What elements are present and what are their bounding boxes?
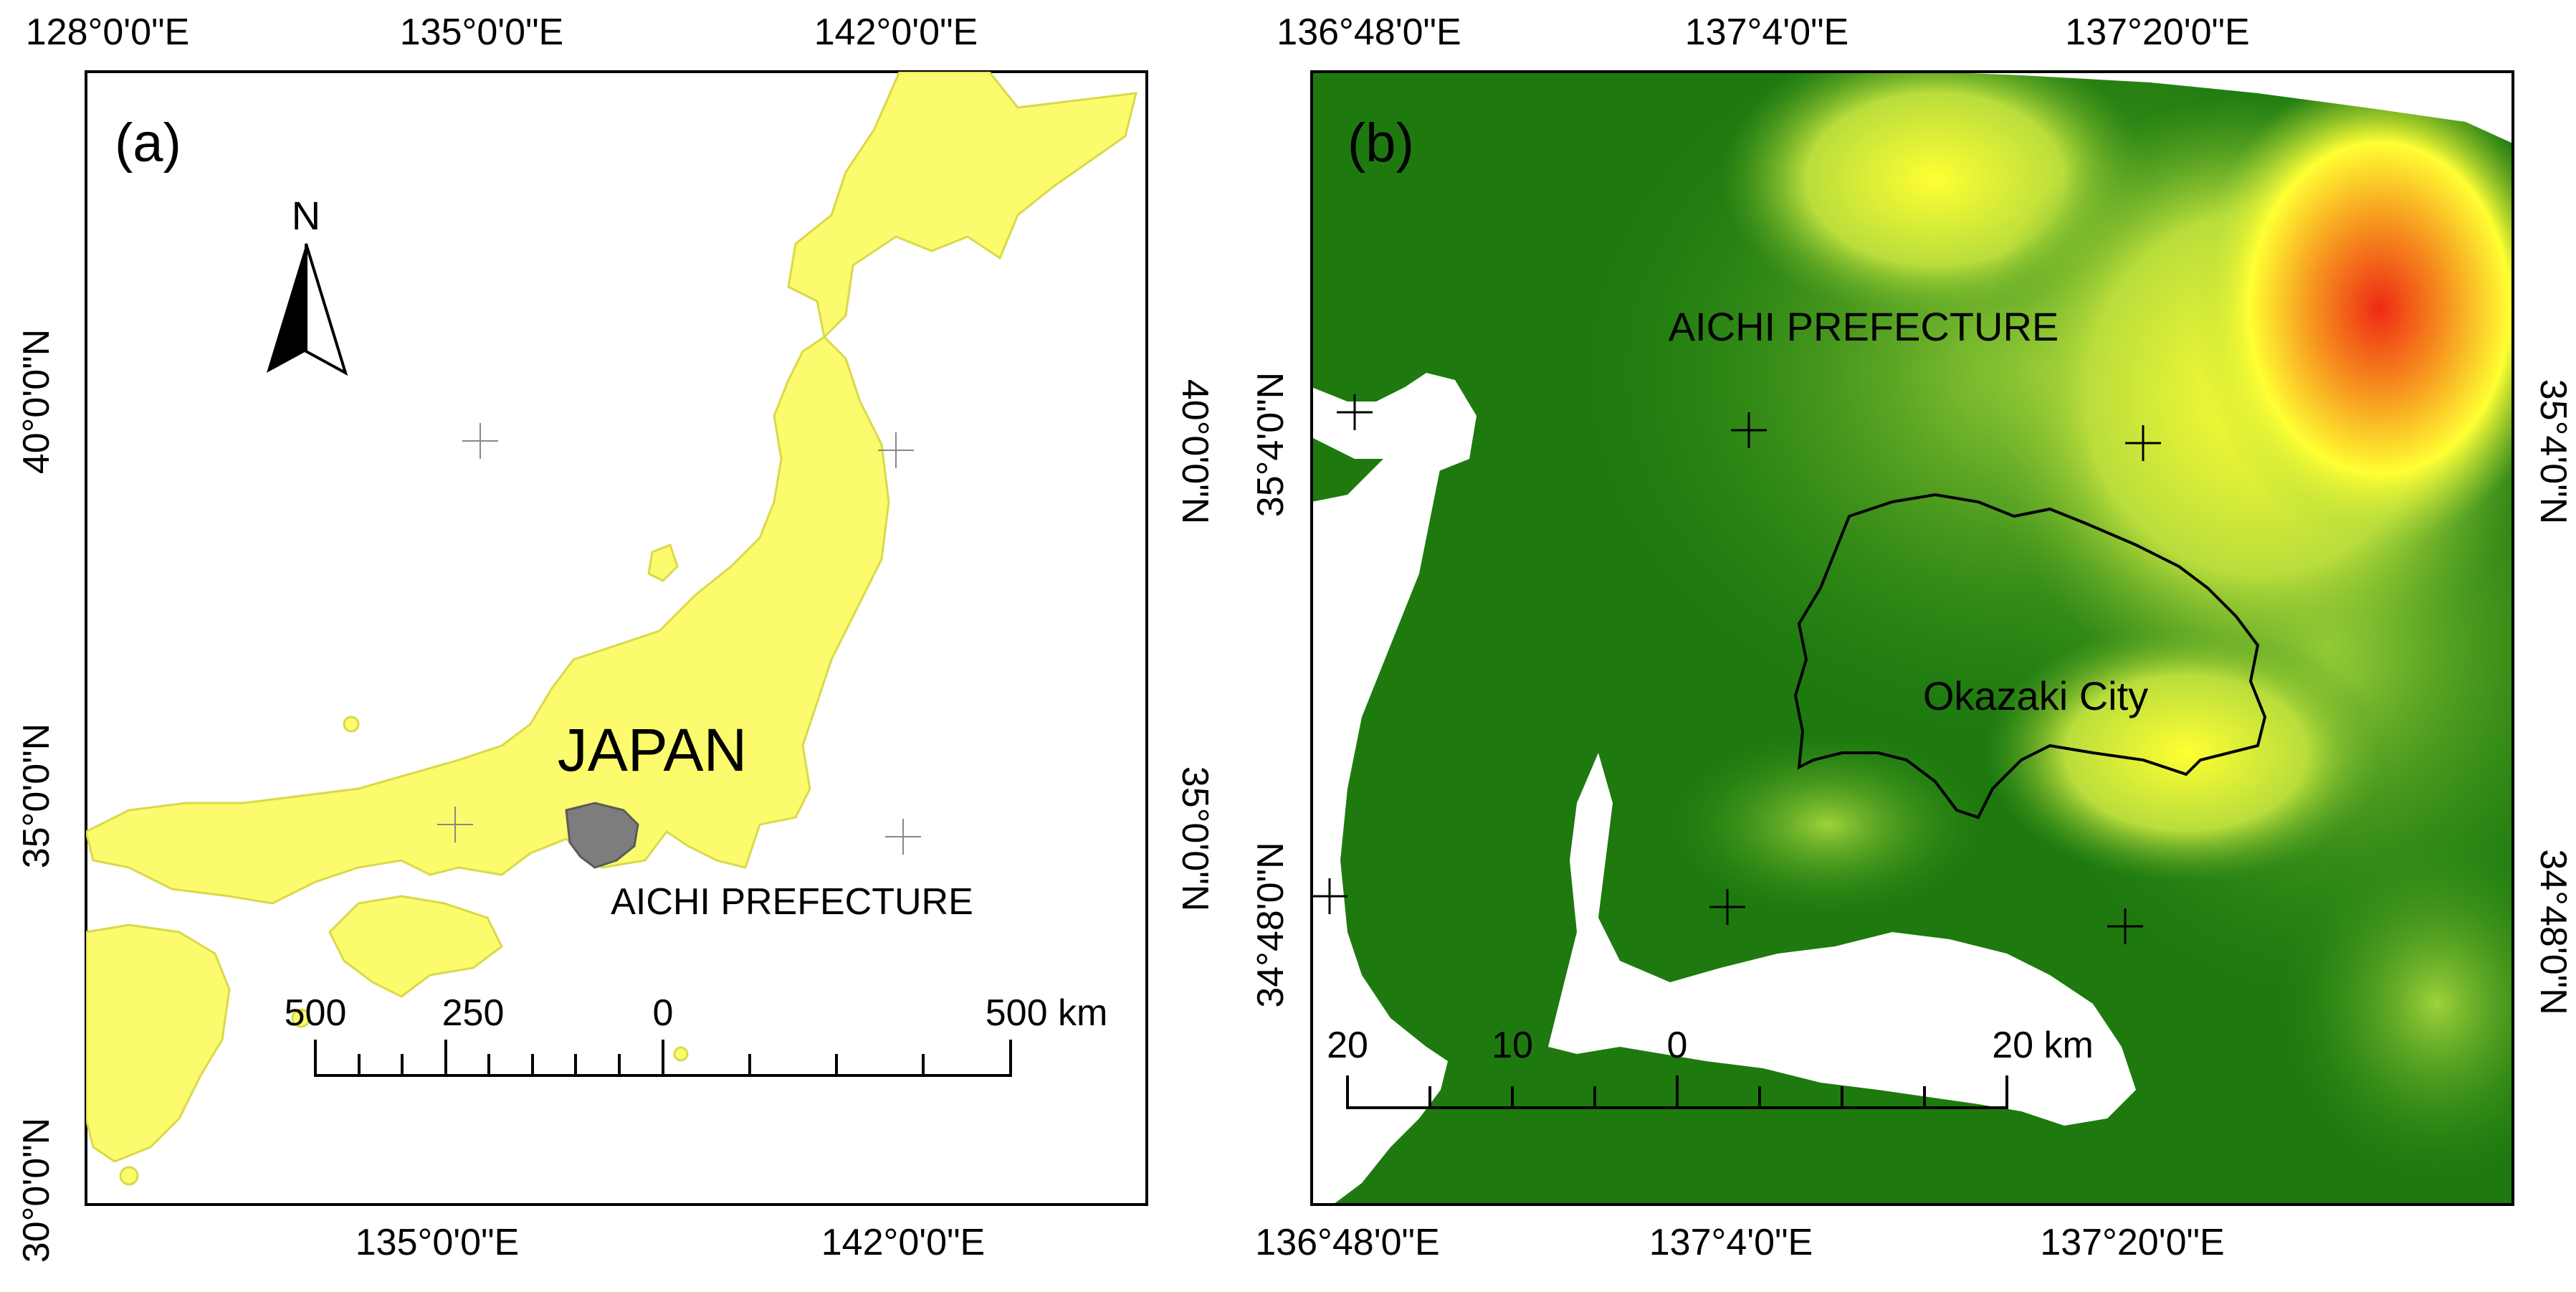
scale-b-label-1: 20 [1327,1025,1368,1066]
panel-b-top-tick-2: 137°4'0"E [1685,11,1848,53]
panel-a-top-tick-3: 142°0'0"E [814,11,978,53]
north-label: N [292,193,320,238]
panel-a-frame [85,70,1148,1206]
panel-a-bottom-tick-1: 135°0'0"E [356,1222,519,1263]
elevation-map [1312,72,2513,1205]
honshu [86,336,890,905]
okazaki-city-boundary [1793,493,2267,820]
panel-b-top-tick-1: 136°48'0"E [1277,11,1461,53]
scale-b-label-4: 20 km [1992,1025,2094,1066]
panel-b-top-tick-3: 137°20'0"E [2065,11,2249,53]
scale-a-label-4: 500 km [986,992,1108,1034]
kyushu [86,923,231,1163]
panel-b-bottom-tick-3: 137°20'0"E [2040,1222,2224,1263]
graticule-marks-b [1312,394,2161,944]
panel-b-right-tick-1: 35°4'0"N [2532,379,2574,524]
ise-bay-water [1312,380,1448,1205]
panel-a-right-tick-2: 35°0'0"N [1174,766,1216,911]
panel-a-left-tick-1: 40°0'0"N [16,329,57,474]
panel-b-tag: (b) [1347,113,1414,174]
panel-a-left-tick-2: 35°0'0"N [16,723,57,868]
north-arrow-icon [267,243,348,376]
panel-b-right-tick-2: 34°48'0"N [2532,849,2574,1015]
scale-b-label-3: 0 [1667,1025,1688,1066]
scale-bar-a: 500 250 0 500 km [285,992,1108,1077]
nagoya-coast-water [1312,373,1477,473]
panel-a-bottom-tick-2: 142°0'0"E [821,1222,985,1263]
panel-b: (b) AICHI PREFECTURE Okazaki City 20 10 … [1250,11,2574,1263]
hokkaido [787,72,1137,340]
japan-landmass [86,72,1137,1186]
scale-a-label-1: 500 [285,992,347,1034]
aichi-label-a: AICHI PREFECTURE [611,881,973,923]
panel-a: N (a) JAPAN AICHI PREFECTURE 500 [16,11,1216,1263]
scale-b-label-2: 10 [1492,1025,1533,1066]
panel-a-top-tick-1: 128°0'0"E [26,11,189,53]
sado-island [647,543,679,582]
panel-a-tag: (a) [115,113,181,174]
scale-bar-b: 20 10 0 20 km [1327,1025,2094,1109]
panel-b-left-tick-1: 35°4'0"N [1250,372,1292,517]
panel-a-top-tick-2: 135°0'0"E [400,11,563,53]
shikoku [328,895,503,998]
panel-b-bottom-tick-2: 137°4'0"E [1649,1222,1813,1263]
panel-b-frame [1310,70,2514,1206]
scale-a-label-2: 250 [442,992,505,1034]
graticule-marks-a [437,423,921,855]
panel-b-left-tick-2: 34°48'0"N [1250,842,1292,1007]
japan-label: JAPAN [558,716,748,784]
panel-a-right-tick-1: 40°0'0"N [1174,379,1216,524]
aichi-label-b: AICHI PREFECTURE [1669,304,2059,349]
panel-b-bottom-tick-1: 136°48'0"E [1255,1222,1439,1263]
mikawa-bay-water [1548,753,2136,1126]
okazaki-city-label: Okazaki City [1923,673,2148,718]
panel-a-left-tick-3: 30°0'0"N [16,1118,57,1263]
aichi-prefecture-region [565,802,639,869]
scale-a-label-3: 0 [653,992,674,1034]
